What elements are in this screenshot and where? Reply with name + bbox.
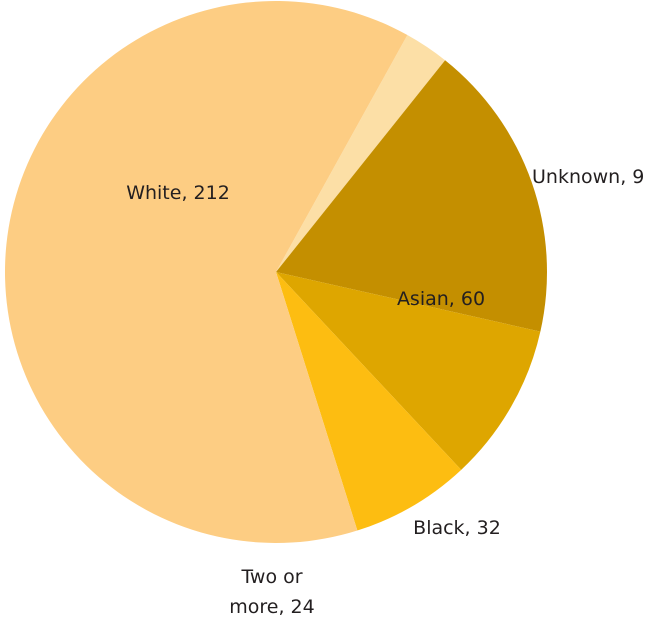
- pie-slices: [4, 1, 547, 544]
- slice-label-black: Black, 32: [413, 517, 501, 539]
- slice-label-white: White, 212: [126, 182, 230, 204]
- pie-slice-black: [276, 272, 541, 470]
- pie-slice-two-or-more: [276, 272, 462, 531]
- pie-slice-white: [4, 1, 408, 544]
- slice-label-unknown: Unknown, 9: [532, 166, 644, 188]
- pie-slice-asian: [276, 60, 547, 332]
- slice-label-line: Two or: [240, 566, 302, 588]
- slice-label-line: Black, 32: [413, 517, 501, 539]
- slice-label-asian: Asian, 60: [397, 288, 485, 310]
- slice-label-line: Unknown, 9: [532, 166, 644, 188]
- slice-label-two-or-more: Two or more, 24: [229, 566, 314, 618]
- slice-labels: Unknown, 9 Asian, 60 Black, 32 Two or more, …: [126, 166, 644, 618]
- slice-label-line: more, 24: [229, 596, 314, 618]
- slice-label-line: White, 212: [126, 182, 230, 204]
- pie-slice-unknown: [276, 34, 446, 273]
- slice-label-line: Asian, 60: [397, 288, 485, 310]
